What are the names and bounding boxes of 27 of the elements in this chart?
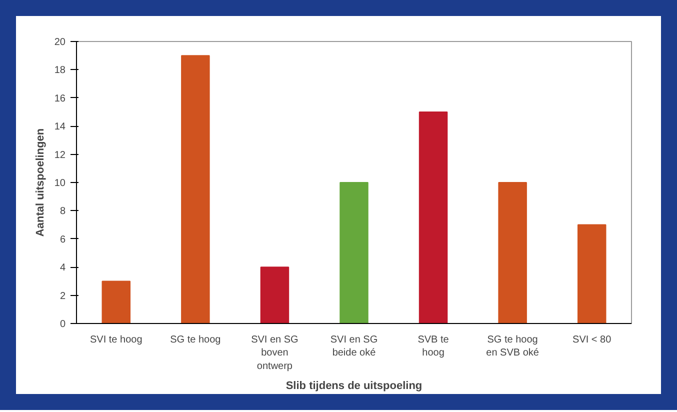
y-tick-label: 8 bbox=[60, 206, 66, 218]
x-tick-label: SVI te hoog bbox=[90, 334, 142, 346]
y-tick-label: 10 bbox=[54, 178, 66, 189]
y-tick-label: 2 bbox=[60, 290, 66, 302]
y-tick-label: 14 bbox=[54, 122, 66, 133]
y-tick-label: 20 bbox=[54, 37, 66, 48]
y-tick-label: 4 bbox=[60, 262, 66, 274]
x-tick-label: SVI < 80 bbox=[572, 334, 612, 346]
y-tick-label: 6 bbox=[60, 234, 66, 246]
bar bbox=[181, 55, 210, 324]
x-tick-label: SG te hoog en SVB oké bbox=[486, 334, 540, 359]
bar bbox=[418, 112, 448, 324]
y-tick-label: 12 bbox=[54, 150, 66, 161]
y-tick-label: 18 bbox=[54, 65, 66, 76]
bar bbox=[340, 182, 368, 324]
bar bbox=[260, 266, 290, 324]
bar bbox=[577, 224, 606, 324]
y-axis-title: Aantal uitspoelingen bbox=[34, 128, 46, 237]
x-tick-label: SVB te hoog bbox=[418, 334, 450, 359]
x-tick-label: SVI en SG boven ontwerp bbox=[251, 334, 299, 372]
x-tick-label: SVI en SG beide oké bbox=[330, 334, 378, 359]
y-tick-label: 0 bbox=[60, 319, 66, 330]
x-axis-title: Slib tijdens de uitspoeling bbox=[286, 380, 422, 392]
bar bbox=[102, 280, 131, 324]
x-tick-label: SG te hoog bbox=[170, 334, 221, 346]
y-tick-label: 16 bbox=[54, 93, 66, 104]
bar bbox=[498, 182, 527, 324]
